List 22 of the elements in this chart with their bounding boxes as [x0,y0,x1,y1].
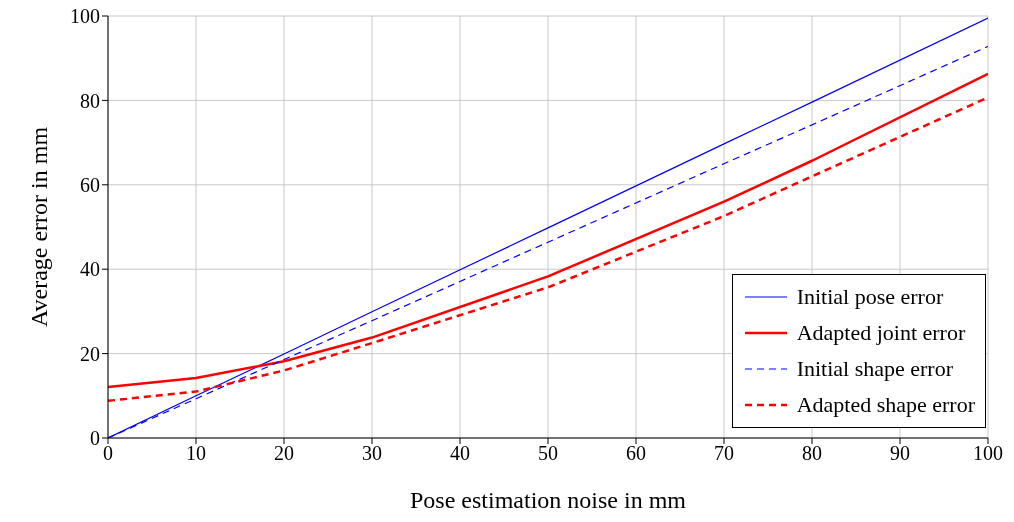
x-tick-label: 80 [802,442,822,465]
y-tick-label: 0 [90,427,100,450]
x-tick-label: 50 [538,442,558,465]
x-tick-label: 10 [186,442,206,465]
legend-label: Initial shape error [796,355,953,383]
legend-label: Adapted shape error [796,391,975,419]
legend-label: Initial pose error [796,283,944,311]
x-tick-label: 90 [890,442,910,465]
x-tick-label: 30 [362,442,382,465]
y-tick-label: 100 [70,5,100,28]
x-tick-label: 60 [626,442,646,465]
x-tick-label: 70 [714,442,734,465]
legend-label: Adapted joint error [796,319,966,347]
y-tick-label: 60 [80,173,100,196]
x-tick-label: 40 [450,442,470,465]
y-tick-label: 40 [80,258,100,281]
y-axis-title: Average error in mm [25,126,52,328]
x-axis-title: Pose estimation noise in mm [410,487,687,513]
x-tick-label: 20 [274,442,294,465]
x-tick-label: 100 [973,442,1003,465]
y-tick-label: 20 [80,342,100,365]
y-tick-label: 80 [80,89,100,112]
